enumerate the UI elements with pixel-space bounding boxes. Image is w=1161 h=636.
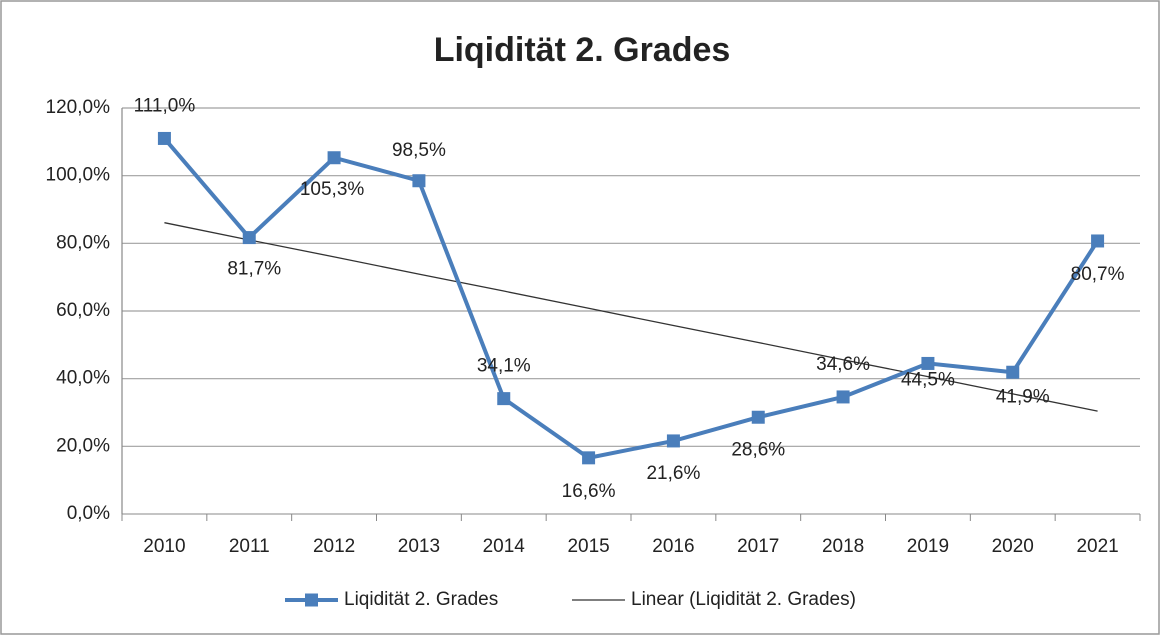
data-point bbox=[157, 131, 171, 145]
data-label: 21,6% bbox=[646, 463, 700, 484]
y-tick-label: 120,0% bbox=[46, 97, 111, 118]
legend-label: Liqidität 2. Grades bbox=[344, 589, 498, 610]
y-tick-label: 20,0% bbox=[56, 435, 110, 456]
x-tick-label: 2017 bbox=[737, 536, 779, 557]
data-label: 16,6% bbox=[562, 481, 616, 502]
x-tick-label: 2018 bbox=[822, 536, 864, 557]
x-tick-label: 2015 bbox=[567, 536, 609, 557]
x-tick-label: 2016 bbox=[652, 536, 694, 557]
data-point bbox=[497, 392, 511, 406]
data-point bbox=[242, 231, 256, 245]
data-point bbox=[1006, 365, 1020, 379]
data-point bbox=[1091, 234, 1105, 248]
y-tick-label: 80,0% bbox=[56, 232, 110, 253]
data-point bbox=[751, 410, 765, 424]
y-tick-label: 0,0% bbox=[67, 503, 110, 524]
data-label: 81,7% bbox=[227, 259, 281, 280]
data-label: 34,6% bbox=[816, 354, 870, 375]
data-label: 105,3% bbox=[300, 179, 365, 200]
data-label: 80,7% bbox=[1071, 264, 1125, 285]
x-tick-label: 2012 bbox=[313, 536, 355, 557]
data-point bbox=[921, 356, 935, 370]
y-tick-label: 100,0% bbox=[46, 165, 111, 186]
legend-label: Linear (Liqidität 2. Grades) bbox=[631, 589, 856, 610]
legend-marker bbox=[305, 593, 318, 607]
y-tick-label: 60,0% bbox=[56, 300, 110, 321]
x-tick-label: 2010 bbox=[143, 536, 185, 557]
x-tick-label: 2019 bbox=[907, 536, 949, 557]
x-tick-label: 2014 bbox=[483, 536, 526, 557]
chart-title: Liqidität 2. Grades bbox=[434, 31, 731, 69]
data-label: 111,0% bbox=[134, 95, 196, 116]
x-tick-label: 2021 bbox=[1076, 536, 1118, 557]
trend-line bbox=[164, 222, 1098, 412]
data-label: 34,1% bbox=[477, 356, 531, 377]
data-point bbox=[666, 434, 680, 448]
data-point bbox=[582, 451, 596, 465]
data-label: 98,5% bbox=[392, 140, 446, 161]
data-label: 28,6% bbox=[731, 439, 785, 460]
data-label: 41,9% bbox=[996, 386, 1050, 407]
x-tick-label: 2013 bbox=[398, 536, 440, 557]
data-point bbox=[327, 151, 341, 165]
x-tick-label: 2011 bbox=[229, 536, 270, 557]
y-tick-label: 40,0% bbox=[56, 368, 110, 389]
x-tick-label: 2020 bbox=[992, 536, 1034, 557]
data-point bbox=[412, 174, 426, 188]
data-line bbox=[162, 137, 1100, 460]
data-label: 44,5% bbox=[901, 369, 955, 390]
data-point bbox=[836, 390, 850, 404]
